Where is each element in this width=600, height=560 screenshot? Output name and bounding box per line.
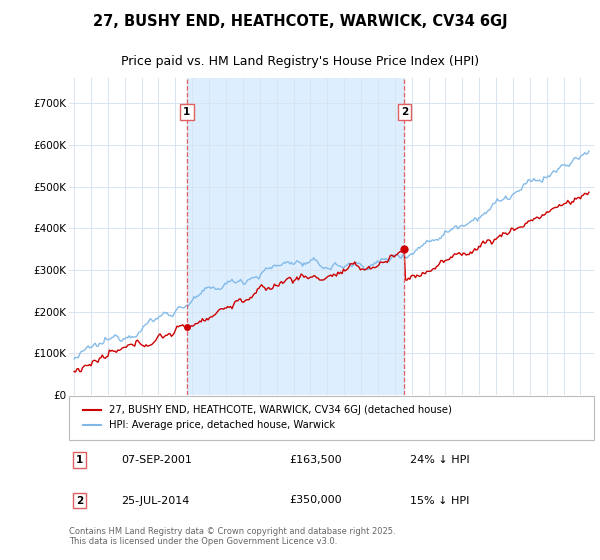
Text: Contains HM Land Registry data © Crown copyright and database right 2025.
This d: Contains HM Land Registry data © Crown c… [69,526,395,546]
Text: 24% ↓ HPI: 24% ↓ HPI [410,455,470,465]
Text: £163,500: £163,500 [290,455,342,465]
Legend: 27, BUSHY END, HEATHCOTE, WARWICK, CV34 6GJ (detached house), HPI: Average price: 27, BUSHY END, HEATHCOTE, WARWICK, CV34 … [79,402,456,434]
Text: Price paid vs. HM Land Registry's House Price Index (HPI): Price paid vs. HM Land Registry's House … [121,55,479,68]
Text: 1: 1 [183,107,190,116]
Text: 2: 2 [401,107,408,116]
Text: 1: 1 [76,455,83,465]
Text: 27, BUSHY END, HEATHCOTE, WARWICK, CV34 6GJ: 27, BUSHY END, HEATHCOTE, WARWICK, CV34 … [92,15,508,30]
Text: £350,000: £350,000 [290,496,342,506]
FancyBboxPatch shape [69,396,594,440]
Text: 25-JUL-2014: 25-JUL-2014 [121,496,190,506]
Bar [187,78,404,395]
Text: 15% ↓ HPI: 15% ↓ HPI [410,496,470,506]
Text: 2: 2 [76,496,83,506]
Text: 07-SEP-2001: 07-SEP-2001 [121,455,193,465]
